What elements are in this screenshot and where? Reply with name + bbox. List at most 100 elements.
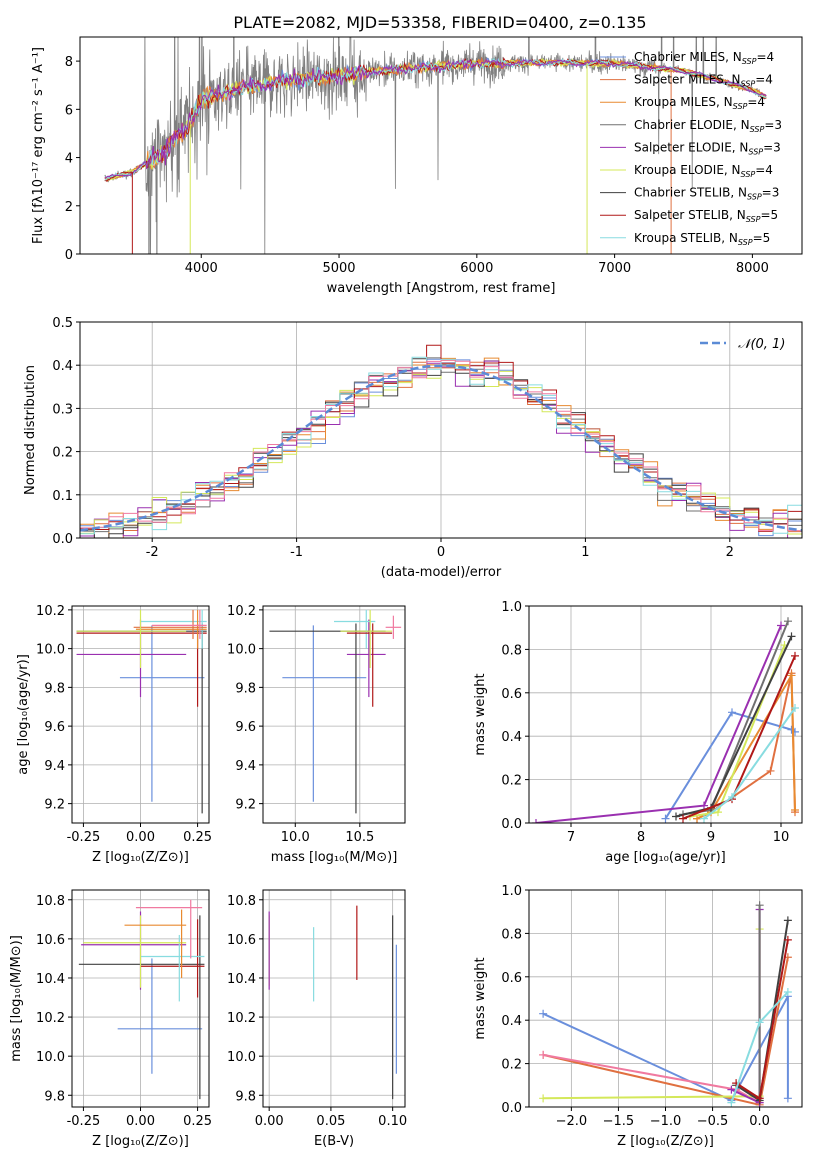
legend-sub: SSP — [741, 80, 756, 89]
y-tick-label: 10.2 — [227, 1011, 256, 1026]
x-tick-label: 8000 — [736, 261, 769, 276]
series-marker — [787, 671, 796, 680]
axes-frame — [262, 605, 406, 824]
gaussian-curve — [80, 364, 802, 532]
axes-frame — [79, 321, 803, 539]
series-marker — [532, 819, 540, 823]
legend-sub: SSP — [741, 170, 756, 179]
x-tick-label: 0.00 — [255, 1114, 284, 1129]
x-tick-label: -0.25 — [67, 1114, 101, 1129]
series — [539, 925, 764, 1103]
axes-frame — [262, 889, 406, 1108]
errorbar-point — [76, 609, 187, 668]
y-tick-label: 10.8 — [227, 894, 256, 909]
legend-text: Chabrier ELODIE, N — [634, 118, 750, 132]
series-line — [543, 929, 761, 1100]
legend-tail: =5 — [760, 208, 778, 222]
x-axis-label: E(B-V) — [314, 1134, 354, 1149]
errorbar-point — [124, 909, 187, 978]
y-tick-label: 10.8 — [36, 894, 65, 909]
errorbar-point — [340, 609, 393, 668]
legend-tail: =3 — [764, 118, 782, 132]
series-marker — [727, 1085, 736, 1094]
y-tick-label: 0.8 — [501, 643, 522, 658]
series — [755, 901, 764, 1103]
axes-frame — [528, 889, 803, 1108]
legend-label: Chabrier MILES, NSSP=4 — [634, 50, 774, 66]
errorbar-point — [78, 915, 205, 1100]
errorbar-point — [346, 623, 393, 707]
series-marker — [783, 987, 792, 996]
x-tick-label: 0 — [437, 545, 445, 560]
x-tick-label: 7000 — [598, 261, 631, 276]
y-tick-label: 9.6 — [44, 720, 65, 735]
x-tick-label: -1 — [290, 545, 303, 560]
y-tick-label: 0.8 — [501, 927, 522, 942]
legend-label: Salpeter ELODIE, NSSP=3 — [634, 140, 781, 156]
errorbar-point — [76, 623, 207, 707]
errorbar-point — [119, 625, 205, 802]
legend-text: Salpeter MILES, N — [634, 73, 741, 87]
legend-tail: =5 — [753, 231, 771, 245]
y-axis-label: Normed distribution — [23, 365, 38, 495]
y-tick-label: 0.4 — [501, 1014, 522, 1029]
x-axis-label: wavelength [Angstrom, rest frame] — [327, 281, 556, 296]
legend-tail: =4 — [756, 50, 774, 64]
series-marker — [791, 805, 799, 814]
y-tick-label: 6 — [65, 103, 73, 118]
x-tick-label: 2 — [726, 545, 734, 560]
series-marker — [714, 808, 722, 817]
y-tick-label: 10.0 — [36, 643, 65, 658]
model-spectrum-salpeter_elodie — [104, 58, 767, 179]
legend-text: Salpeter STELIB, N — [634, 208, 746, 222]
axes-frame — [79, 36, 803, 255]
y-tick-label: 0.0 — [501, 1101, 522, 1116]
series-marker — [700, 801, 708, 810]
y-tick-label: 1.0 — [501, 600, 522, 615]
series-line — [675, 635, 793, 818]
y-axis-label: mass weight — [473, 673, 488, 755]
y-tick-label: 0.1 — [52, 489, 73, 504]
y-tick-label: 9.4 — [44, 759, 65, 774]
legend-sub: SSP — [742, 57, 757, 66]
legend-label: Salpeter STELIB, NSSP=5 — [634, 208, 778, 224]
series-marker — [755, 901, 764, 910]
series-marker — [679, 814, 687, 823]
y-tick-label: 0.0 — [501, 817, 522, 832]
x-axis-label: Z [log₁₀(Z/Z⊙)] — [617, 1134, 714, 1149]
series-line — [535, 625, 782, 823]
y-tick-label: 9.6 — [235, 720, 256, 735]
series-marker — [728, 708, 736, 717]
axes-spectrum: 4000 5000 6000 7000 8000 0 2 4 6 8 wavelength [Ang… — [31, 36, 803, 296]
x-tick-label: −1.5 — [603, 1114, 635, 1129]
y-tick-label: 9.8 — [235, 681, 256, 696]
axes-mass_vs_Z: -0.25 0.00 0.25 9.8 10.0 10.2 10.4 10.6 10.8 Z [l… — [9, 889, 212, 1149]
plot-area — [72, 890, 209, 1107]
plot-area — [529, 890, 802, 1107]
x-tick-label: 0.00 — [126, 1114, 155, 1129]
x-tick-label: 10.0 — [281, 830, 310, 845]
x-tick-label: -0.25 — [67, 830, 101, 845]
legend-tail: =4 — [747, 95, 765, 109]
plot-area — [263, 606, 405, 823]
y-tick-label: 0.3 — [52, 402, 73, 417]
y-tick-label: 9.4 — [235, 759, 256, 774]
x-axis-label: mass [log₁₀(M/M⊙)] — [271, 850, 398, 865]
y-tick-label: 10.0 — [227, 643, 256, 658]
axes-residuals: -2 -1 0 1 2 0.0 0.1 0.2 0.3 0.4 0.5 (data-model)/er… — [23, 316, 803, 580]
histogram-pink — [80, 359, 802, 538]
y-tick-label: 0.2 — [501, 774, 522, 789]
legend-sub: SSP — [747, 193, 762, 202]
legend-text: Salpeter ELODIE, N — [634, 140, 748, 154]
axes-frame — [71, 889, 210, 1108]
legend-text: Chabrier MILES, N — [634, 50, 742, 64]
y-tick-label: 9.8 — [235, 1089, 256, 1104]
errorbar-point — [140, 934, 205, 1002]
series — [727, 987, 792, 1107]
axes-age_vs_Z: -0.25 0.00 0.25 9.2 9.4 9.6 9.8 10.0 10.2 Z [log₁… — [16, 604, 212, 865]
series — [693, 669, 799, 823]
y-axis-label: mass weight — [473, 957, 488, 1039]
errorbar-point — [334, 609, 376, 649]
y-tick-label: 10.2 — [36, 604, 65, 619]
